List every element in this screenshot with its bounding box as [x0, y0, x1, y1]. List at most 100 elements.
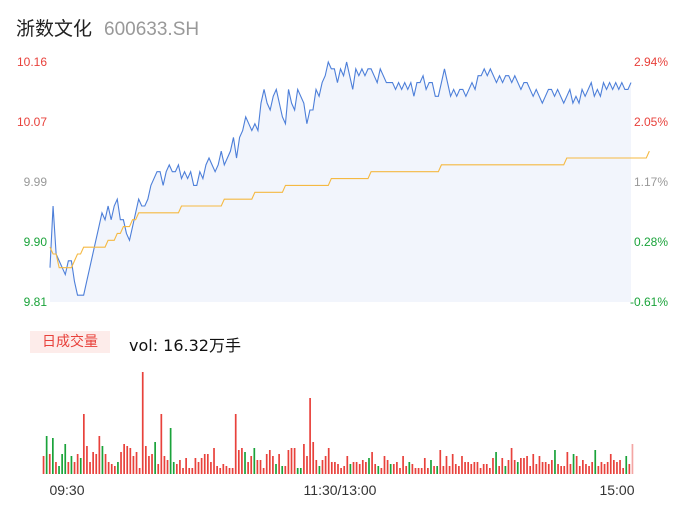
- volume-bar: [203, 454, 206, 474]
- volume-bar: [281, 466, 284, 474]
- volume-bar: [349, 464, 352, 474]
- y-right-tick-label: 0.28%: [634, 235, 668, 249]
- volume-bar: [306, 456, 308, 474]
- volume-bar: [247, 462, 249, 474]
- volume-bar: [278, 454, 280, 474]
- volume-bar: [126, 446, 129, 474]
- volume-bar: [113, 466, 116, 474]
- volume-bar: [396, 462, 398, 474]
- x-axis-tick-label: 11:30/13:00: [304, 482, 377, 498]
- volume-bar: [479, 468, 482, 474]
- volume-bar: [213, 448, 215, 474]
- volume-bar: [470, 464, 473, 474]
- volume-bar: [64, 444, 67, 474]
- volume-bar: [392, 464, 395, 474]
- stock-code: 600633.SH: [104, 19, 200, 40]
- daily-volume-tab[interactable]: 日成交量: [30, 331, 110, 353]
- volume-bar: [361, 460, 364, 474]
- volume-bar: [430, 460, 432, 474]
- volume-bar: [616, 462, 618, 474]
- volume-bar: [132, 456, 135, 474]
- volume-bar: [613, 460, 615, 474]
- volume-bar: [315, 460, 318, 474]
- stock-name: 浙数文化: [16, 18, 93, 40]
- volume-bar: [625, 456, 628, 474]
- volume-bar: [299, 468, 302, 474]
- volume-bar: [95, 454, 98, 474]
- volume-bar: [603, 464, 606, 474]
- volume-bar: [284, 466, 287, 474]
- volume-bar: [237, 450, 240, 474]
- volume-bar: [206, 454, 209, 474]
- volume-bar: [259, 460, 262, 474]
- volume-bar: [582, 460, 584, 474]
- volume-bar: [495, 452, 497, 474]
- volume-bar: [405, 466, 408, 474]
- volume-bar: [436, 466, 439, 474]
- volume-bar: [324, 456, 327, 474]
- volume-bar: [293, 448, 296, 474]
- volume-bar: [67, 462, 70, 474]
- volume-bar: [120, 452, 122, 474]
- volume-bar: [628, 464, 631, 474]
- volume-bar: [163, 456, 166, 474]
- volume-bar: [427, 468, 429, 474]
- volume-bar: [151, 454, 153, 474]
- volume-bar: [606, 462, 609, 474]
- volume-bar: [188, 468, 191, 474]
- stock-title: 浙数文化 600633.SH: [16, 14, 199, 41]
- volume-bar: [123, 444, 125, 474]
- volume-bar: [129, 448, 132, 474]
- volume-bar: [526, 456, 528, 474]
- volume-bar: [544, 462, 547, 474]
- y-left-tick-label: 10.16: [17, 55, 47, 69]
- volume-bar: [476, 462, 479, 474]
- volume-bar: [535, 464, 538, 474]
- volume-bar: [343, 466, 346, 474]
- volume-bar: [520, 458, 522, 474]
- volume-bar: [154, 442, 156, 474]
- volume-bar: [489, 468, 491, 474]
- volume-bar: [501, 458, 504, 474]
- volume-bar: [442, 466, 445, 474]
- volume-bar: [73, 462, 76, 474]
- y-left-tick-label: 9.99: [24, 175, 48, 189]
- volume-bar: [541, 462, 544, 474]
- volume-bar: [445, 456, 448, 474]
- volume-bar: [272, 456, 274, 474]
- volume-bar: [225, 466, 228, 474]
- volume-bar: [241, 448, 243, 474]
- volume-bar: [312, 442, 315, 474]
- volume-bar: [597, 466, 600, 474]
- y-right-tick-label: 2.05%: [634, 115, 668, 129]
- volume-bar: [303, 444, 305, 474]
- volume-bar: [523, 458, 525, 474]
- volume-bar: [219, 468, 222, 474]
- volume-bar: [141, 372, 144, 474]
- volume-bar: [327, 448, 330, 474]
- volume-bar: [365, 462, 367, 474]
- volume-bar: [340, 468, 342, 474]
- volume-bar: [448, 466, 451, 474]
- volume-bar: [287, 450, 290, 474]
- volume-bar: [172, 462, 175, 474]
- volume-bar: [352, 462, 355, 474]
- volume-bar: [591, 462, 593, 474]
- volume-bar: [411, 464, 414, 474]
- volume-bar: [458, 466, 460, 474]
- volume-bar: [433, 466, 435, 474]
- volume-bar: [492, 458, 494, 474]
- volume-bar: [594, 450, 597, 474]
- volume-bar: [61, 454, 63, 474]
- volume-bar: [575, 456, 578, 474]
- volume-bar: [451, 454, 454, 474]
- y-right-tick-label: 2.94%: [634, 55, 668, 69]
- volume-bar: [234, 414, 237, 474]
- volume-bar: [268, 450, 271, 474]
- x-axis-tick-label: 09:30: [49, 482, 84, 498]
- volume-bar: [600, 462, 603, 474]
- volume-bar: [473, 462, 476, 474]
- volume-bar: [262, 468, 265, 474]
- volume-bar: [439, 450, 442, 474]
- volume-bar: [619, 460, 621, 474]
